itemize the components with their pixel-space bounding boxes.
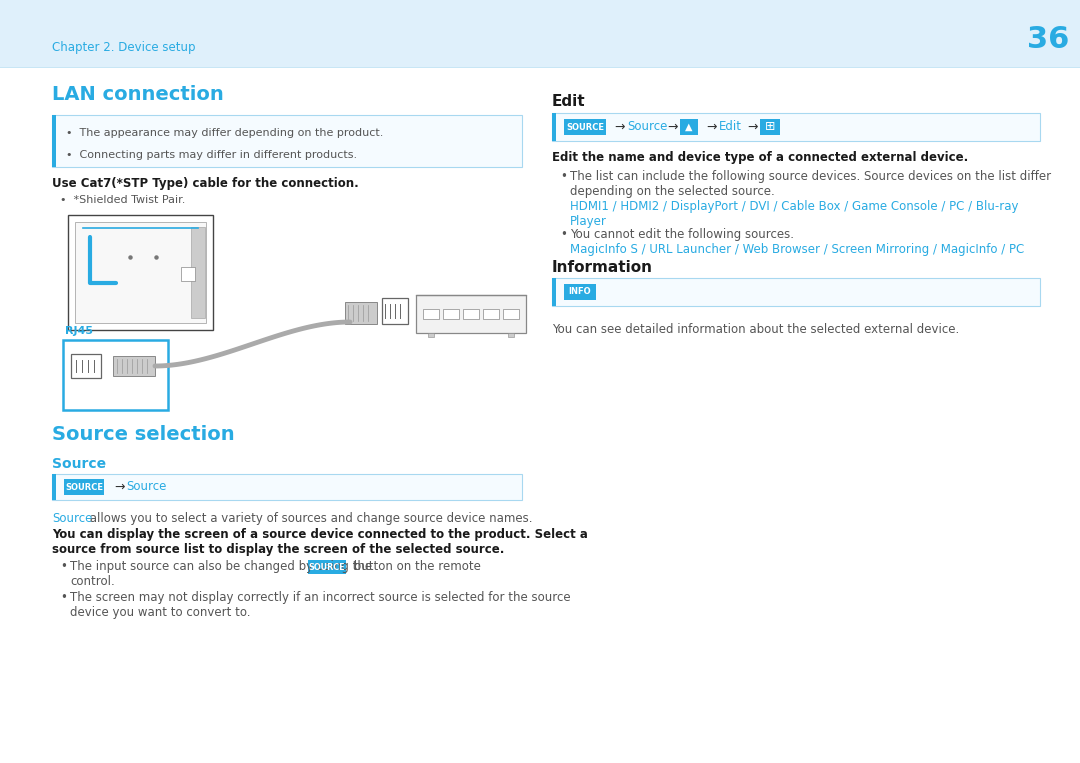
Bar [552,278,1040,306]
Bar [503,309,519,319]
Text: control.: control. [70,575,114,588]
Bar [564,119,606,135]
Text: You can see detailed information about the selected external device.: You can see detailed information about t… [552,323,959,336]
Text: MagicInfo S / URL Launcher / Web Browser / Screen Mirroring / MagicInfo / PC: MagicInfo S / URL Launcher / Web Browser… [570,243,1024,256]
Bar [463,309,480,319]
Text: Source selection: Source selection [52,424,234,443]
Bar [308,560,346,574]
Text: You can display the screen of a source device connected to the product. Select a: You can display the screen of a source d… [52,528,588,541]
Text: depending on the selected source.: depending on the selected source. [570,185,774,198]
Bar [552,278,556,306]
Text: →: → [747,121,757,134]
Text: The screen may not display correctly if an incorrect source is selected for the : The screen may not display correctly if … [70,591,570,604]
Bar [345,302,377,324]
Text: You cannot edit the following sources.: You cannot edit the following sources. [570,228,794,241]
Bar [443,309,459,319]
Text: ⊞: ⊞ [765,121,775,134]
Text: allows you to select a variety of sources and change source device names.: allows you to select a variety of source… [86,512,532,525]
Text: •: • [60,560,67,573]
Text: Source: Source [52,512,93,525]
Bar [552,113,556,141]
Bar [552,113,1040,141]
Bar [0,0,1080,68]
Text: ▲: ▲ [685,122,692,132]
Text: →: → [114,481,124,494]
Text: Source: Source [52,457,106,471]
Bar [52,474,522,500]
Bar [382,298,408,324]
Bar [52,115,56,167]
Text: The input source can also be changed by using the: The input source can also be changed by … [70,560,376,573]
Bar [508,333,514,337]
Text: →: → [667,121,677,134]
Bar [680,119,698,135]
Text: Edit: Edit [552,95,585,110]
Bar [483,309,499,319]
Bar [760,119,780,135]
Text: •  The appearance may differ depending on the product.: • The appearance may differ depending on… [66,128,383,138]
Bar [428,333,434,337]
Text: device you want to convert to.: device you want to convert to. [70,606,251,619]
Text: •: • [561,228,567,241]
Text: Use Cat7(*STP Type) cable for the connection.: Use Cat7(*STP Type) cable for the connec… [52,176,359,189]
Bar [75,222,206,323]
Text: button on the remote: button on the remote [350,560,481,573]
Bar [416,295,526,333]
Text: 36: 36 [1027,25,1069,54]
Text: SOURCE: SOURCE [308,562,345,571]
Text: SOURCE: SOURCE [566,123,604,131]
Bar [564,284,596,300]
Bar [0,67,1080,68]
Text: Source: Source [126,481,166,494]
Bar [52,474,56,500]
Bar [63,340,168,410]
Bar [52,115,522,167]
Text: Player: Player [570,215,607,228]
Text: Edit: Edit [719,121,742,134]
Text: •: • [561,170,567,183]
Bar [68,215,213,330]
Text: source from source list to display the screen of the selected source.: source from source list to display the s… [52,543,504,556]
Bar [181,267,195,281]
Text: •  Connecting parts may differ in different products.: • Connecting parts may differ in differe… [66,150,357,160]
Text: RJ45: RJ45 [65,326,93,336]
Text: Edit the name and device type of a connected external device.: Edit the name and device type of a conne… [552,152,969,165]
Text: SOURCE: SOURCE [65,482,103,491]
Text: Information: Information [552,260,653,275]
Text: →: → [615,121,624,134]
Bar [71,354,102,378]
Text: •  *Shielded Twist Pair.: • *Shielded Twist Pair. [60,195,186,205]
Text: The list can include the following source devices. Source devices on the list di: The list can include the following sourc… [570,170,1051,183]
Text: INFO: INFO [569,288,592,297]
Bar [191,227,205,318]
Text: LAN connection: LAN connection [52,85,224,105]
Text: →: → [706,121,716,134]
Text: •: • [60,591,67,604]
Bar [64,479,104,495]
Bar [113,356,156,376]
Text: Chapter 2. Device setup: Chapter 2. Device setup [52,40,195,53]
Text: Source: Source [627,121,667,134]
Bar [423,309,438,319]
Text: HDMI1 / HDMI2 / DisplayPort / DVI / Cable Box / Game Console / PC / Blu-ray: HDMI1 / HDMI2 / DisplayPort / DVI / Cabl… [570,200,1018,213]
